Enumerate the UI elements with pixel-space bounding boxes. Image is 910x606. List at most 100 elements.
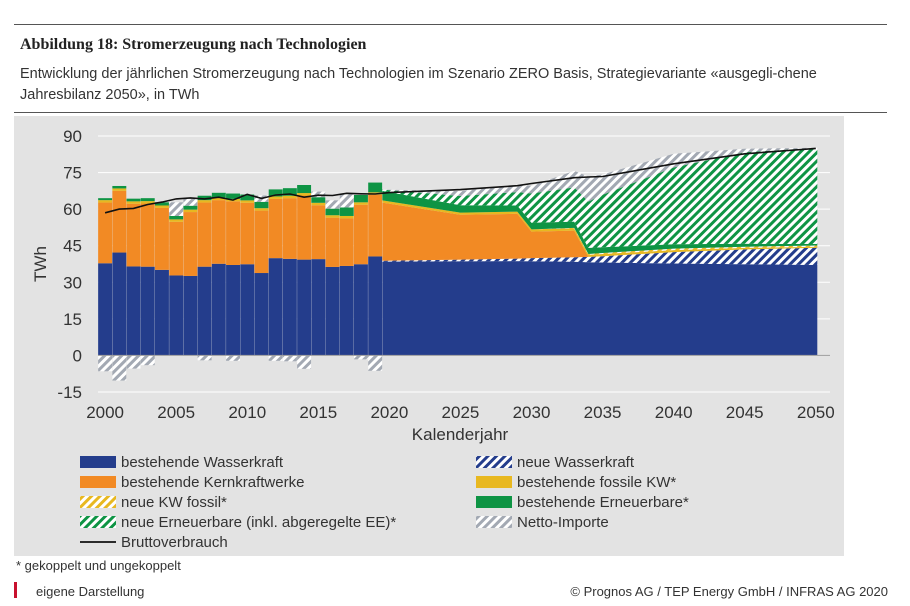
legend-item-bestehende-erneuerbare: bestehende Erneuerbare* [476,494,689,511]
bar-bestehende-kernkraftwerke-2010 [240,202,255,265]
bar-bestehende-erneuerbare-2005 [169,215,184,220]
bar-bestehende-erneuerbare-2013 [282,188,297,196]
bar-bestehende-fossile-kw-2007 [197,200,212,203]
y-tick-label: 15 [63,310,82,329]
bar-bestehende-fossile-kw-2010 [240,200,255,203]
top-rule [14,24,887,25]
source-marker [14,582,17,598]
bar-bestehende-wasserkraft-2005 [169,275,184,356]
area-bestehende-kernkraftwerke [382,202,818,261]
x-tick-label: 2000 [86,403,124,422]
bar-bestehende-fossile-kw-2015 [311,202,326,206]
bar-bestehende-kernkraftwerke-2002 [126,203,141,267]
bar-bestehende-wasserkraft-2009 [226,264,240,356]
bar-bestehende-fossile-kw-2006 [183,209,198,213]
bar-bestehende-erneuerbare-2012 [268,189,283,197]
bar-bestehende-kernkraftwerke-2008 [211,200,226,264]
legend-swatch [80,476,116,488]
x-tick-label: 2015 [299,403,337,422]
bar-bestehende-kernkraftwerke-2018 [353,204,368,265]
bar-bestehende-kernkraftwerke-2001 [112,190,127,253]
bar-netto-importe-2001 [112,355,127,381]
bar-bestehende-kernkraftwerke-2016 [325,217,340,267]
legend-label: neue KW fossil* [121,494,227,511]
bar-bestehende-wasserkraft-2017 [339,265,354,356]
bar-bestehende-kernkraftwerke-2000 [98,202,113,264]
bar-bestehende-fossile-kw-2014 [297,193,312,196]
bar-bestehende-kernkraftwerke-2015 [311,205,326,260]
legend-swatch [80,516,116,528]
bar-bestehende-wasserkraft-2007 [197,266,212,356]
subtitle-rule [14,112,887,113]
legend-label: neue Wasserkraft [517,454,635,471]
footnote: * gekoppelt und ungekoppelt [16,558,181,573]
bar-bestehende-wasserkraft-2019 [368,256,383,356]
bar-netto-importe-2002 [126,355,141,369]
bar-netto-importe-2015 [311,191,326,198]
x-tick-label: 2010 [228,403,266,422]
legend-item-bestehende-kernkraftwerke: bestehende Kernkraftwerke [80,474,304,491]
bar-bestehende-erneuerbare-2001 [112,185,127,189]
bar-bestehende-wasserkraft-2002 [126,266,141,356]
bar-bestehende-fossile-kw-2018 [353,202,368,205]
bar-bestehende-erneuerbare-2000 [98,198,113,201]
x-tick-label: 2045 [726,403,764,422]
bar-bestehende-erneuerbare-2016 [325,208,340,216]
bar-netto-importe-2013 [282,355,297,362]
figure-title: Abbildung 18: Stromerzeugung nach Techno… [20,36,367,53]
bar-netto-importe-2009 [226,355,240,361]
bar-bestehende-fossile-kw-2002 [126,201,141,204]
legend-swatch [80,496,116,508]
bar-bestehende-wasserkraft-2018 [353,264,368,356]
bar-bestehende-fossile-kw-2012 [268,196,283,199]
bar-bestehende-erneuerbare-2014 [297,185,312,194]
y-tick-label: 45 [63,237,82,256]
bar-bestehende-wasserkraft-2014 [297,259,312,356]
bar-bestehende-kernkraftwerke-2017 [339,218,354,266]
y-tick-label: 60 [63,200,82,219]
bar-bestehende-fossile-kw-2005 [169,219,184,222]
x-tick-label: 2030 [513,403,551,422]
legend-item-bestehende-wasserkraft: bestehende Wasserkraft [80,454,284,471]
bar-bestehende-kernkraftwerke-2004 [154,207,169,270]
bar-bestehende-fossile-kw-2017 [339,215,354,219]
bar-netto-importe-2000 [98,355,113,372]
bar-bestehende-erneuerbare-2015 [311,197,326,203]
bar-bestehende-wasserkraft-2006 [183,275,198,356]
legend-swatch [476,496,512,508]
y-tick-label: 30 [63,273,82,292]
bar-netto-importe-2012 [268,355,283,361]
bar-netto-importe-2005 [169,202,184,216]
x-tick-label: 2020 [370,403,408,422]
bar-bestehende-kernkraftwerke-2012 [268,198,283,259]
figure-subtitle: Entwicklung der jährlichen Stromerzeugun… [20,66,817,103]
legend-label: bestehende Wasserkraft [121,454,284,471]
bar-bestehende-kernkraftwerke-2003 [140,203,155,267]
legend-item-neue-erneuerbare-inkl-abgeregelte-ee: neue Erneuerbare (inkl. abgeregelte EE)* [80,514,396,531]
bar-bestehende-fossile-kw-2000 [98,200,113,203]
area-neue-erneuerbare-inkl-abgeregelte-ee [382,147,818,248]
bar-bestehende-fossile-kw-2008 [211,197,226,201]
legend-item-neue-wasserkraft: neue Wasserkraft [476,454,635,471]
y-tick-label: 75 [63,164,82,183]
bar-bestehende-kernkraftwerke-2019 [368,194,383,257]
bar-bestehende-fossile-kw-2013 [282,195,297,199]
bar-bestehende-kernkraftwerke-2011 [254,210,269,274]
bar-bestehende-erneuerbare-2007 [197,195,212,201]
bar-bestehende-erneuerbare-2009 [226,193,240,199]
bar-netto-importe-2018 [353,355,368,360]
bar-bestehende-wasserkraft-2016 [325,266,340,356]
bar-netto-importe-2003 [140,355,155,366]
bar-bestehende-wasserkraft-2003 [140,266,155,356]
y-tick-label: -15 [57,383,82,402]
bar-bestehende-wasserkraft-2012 [268,258,283,356]
x-tick-label: 2040 [655,403,693,422]
legend-swatch [476,456,512,468]
legend-label: bestehende fossile KW* [517,474,676,491]
bar-bestehende-fossile-kw-2011 [254,208,269,211]
legend-label: Netto-Importe [517,514,609,531]
bar-bestehende-wasserkraft-2004 [154,269,169,356]
y-tick-label: 90 [63,127,82,146]
x-tick-label: 2050 [797,403,835,422]
